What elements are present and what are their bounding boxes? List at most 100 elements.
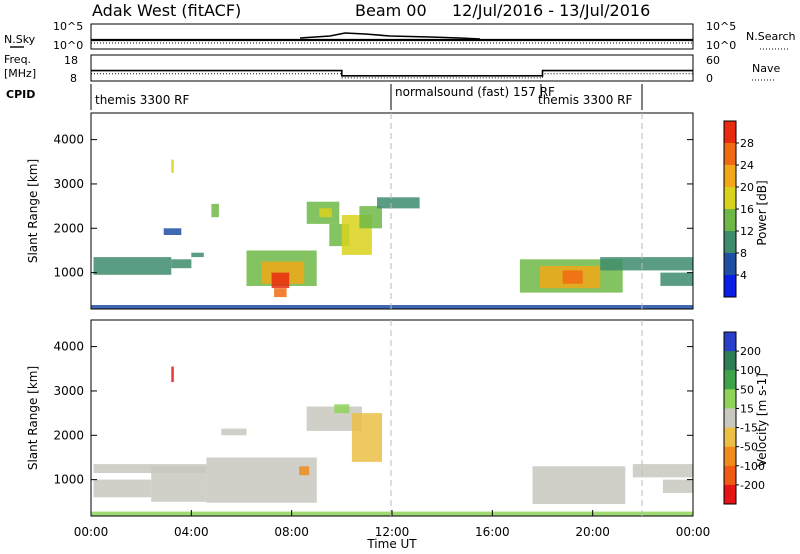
velocity-scatter-patch-11	[662, 479, 693, 493]
time-xtick-label-5: 20:00	[575, 525, 610, 539]
velocity-colorbar-swatch-6	[724, 446, 736, 467]
power-scatter-patch-6	[274, 288, 287, 298]
velocity-colorbar-label: Velocity [m s-1]	[755, 373, 769, 467]
velocity-colorbar: 200 100 50 15 -15 -50 -100 -200	[723, 331, 765, 505]
power-colorbar-tick-label-0: 4	[740, 269, 747, 282]
velocity-colorbar-swatch-2	[724, 370, 736, 390]
power-scatter-patch-12	[377, 197, 420, 209]
time-xtick-label-6: 00:00	[676, 525, 711, 539]
power-scatter-patch-8	[319, 208, 332, 218]
date-range-title: 12/Jul/2016 - 13/Jul/2016	[452, 1, 650, 20]
velocity-colorbar-tick-label-6: -100	[740, 460, 765, 473]
power-frame	[90, 112, 694, 310]
velocity-scatter-patch-10	[632, 464, 693, 478]
power-scatter-patch-5	[271, 272, 290, 289]
velocity-colorbar-swatch-7	[724, 465, 736, 486]
noise-left-tick-low: 10^0	[53, 39, 83, 52]
velocity-colorbar-swatch-4	[724, 408, 736, 428]
power-scatter-patch-19	[211, 203, 219, 218]
frequency-label: Freq.	[4, 53, 31, 66]
power-colorbar-swatch-5	[724, 231, 736, 254]
cpid-segment-1: themis 3300 RF	[95, 93, 189, 107]
velocity-scatter-patch-2	[151, 466, 207, 502]
velocity-marks	[91, 366, 693, 516]
velocity-colorbar-swatch-8	[724, 484, 736, 505]
power-colorbar-swatch-2	[724, 165, 736, 188]
velocity-scatter-patch-3	[206, 457, 317, 503]
power-colorbar-tick-label-5: 24	[740, 159, 754, 172]
cpid-segment-2: normalsound (fast) 157 RF	[395, 85, 555, 99]
frequency-tick-low: 8	[70, 72, 77, 85]
power-colorbar-swatch-4	[724, 209, 736, 232]
velocity-ylabel: Slant Range [km]	[26, 366, 40, 470]
time-xlabel: Time UT	[366, 537, 417, 551]
velocity-ytick-label-4000: 4000	[53, 340, 84, 354]
noise-right-tick-low: 10^0	[706, 39, 736, 52]
velocity-colorbar-tick-label-0: 200	[740, 345, 761, 358]
power-scatter-patch-17	[660, 272, 693, 286]
time-xtick-label-4: 16:00	[475, 525, 510, 539]
frequency-unit: [MHz]	[4, 67, 36, 80]
velocity-colorbar-tick-label-2: 50	[740, 383, 754, 396]
power-ylabel: Slant Range [km]	[26, 159, 40, 263]
power-colorbar-swatch-7	[724, 275, 736, 298]
time-xtick-label-2: 08:00	[274, 525, 309, 539]
velocity-ytick-label-1000: 1000	[53, 473, 84, 487]
velocity-scatter-patch-1	[93, 479, 152, 498]
power-ytick-label-2000: 2000	[53, 221, 84, 235]
velocity-scatter-patch-6	[351, 413, 382, 462]
power-scatter-patch-2	[191, 252, 204, 258]
power-colorbar-swatch-0	[724, 121, 736, 144]
power-scatter-patch-15	[562, 270, 583, 284]
noise-right-tick-high: 10^5	[706, 20, 736, 33]
velocity-colorbar-swatch-3	[724, 389, 736, 409]
power-scatter-patch-1	[171, 259, 192, 269]
svg-text:N.Sky: N.Sky	[4, 33, 36, 46]
power-colorbar-tick-label-6: 28	[740, 137, 754, 150]
cpid-panel: CPID themis 3300 RF normalsound (fast) 1…	[6, 84, 643, 110]
velocity-colorbar-swatch-0	[724, 332, 736, 352]
cpid-segment-3: themis 3300 RF	[538, 93, 632, 107]
velocity-colorbar-tick-label-7: -200	[740, 479, 765, 492]
power-colorbar-swatch-3	[724, 187, 736, 210]
velocity-colorbar-tick-label-3: 15	[740, 402, 754, 415]
velocity-scatter-patch-9	[532, 466, 626, 504]
power-scatter-patch-18	[171, 159, 174, 173]
svg-text:N.Search: N.Search	[746, 30, 796, 43]
velocity-scatter-patch-8	[299, 466, 310, 476]
power-scatter-patch-0	[93, 257, 172, 275]
velocity-scatter-patch-12	[171, 366, 174, 383]
nave-tick-high: 60	[706, 54, 720, 67]
noise-search-label: N.Search	[746, 30, 796, 50]
velocity-colorbar-tick-label-1: 100	[740, 364, 761, 377]
power-colorbar-swatch-6	[724, 253, 736, 276]
velocity-ytick-label-3000: 3000	[53, 384, 84, 398]
frequency-panel: Freq. [MHz] 18 8 60 0 Nave	[4, 53, 780, 85]
station-title: Adak West (fitACF)	[92, 1, 241, 20]
noise-left-tick-high: 10^5	[53, 20, 83, 33]
power-scatter-patch-21	[91, 305, 693, 309]
time-xtick-label-0: 00:00	[74, 525, 109, 539]
velocity-colorbar-swatch-1	[724, 351, 736, 371]
nave-label: Nave	[752, 62, 780, 81]
velocity-scatter-patch-0	[93, 464, 207, 473]
time-xtick-label-1: 04:00	[174, 525, 209, 539]
velocity-colorbar-tick-label-5: -50	[740, 441, 758, 454]
beam-title: Beam 00	[355, 1, 427, 20]
noise-panel: N.Sky 10^5 10^0 10^5 10^0 N.Search	[4, 20, 796, 52]
power-scatter-patch-16	[600, 257, 693, 271]
velocity-scatter-patch-4	[221, 428, 247, 436]
velocity-colorbar-swatch-5	[724, 427, 736, 448]
power-colorbar: 4 8 12 16 20 24 28	[723, 120, 754, 298]
nave-tick-low: 0	[706, 72, 713, 85]
cpid-label: CPID	[6, 88, 35, 101]
power-scatter-patch-11	[359, 206, 382, 229]
frequency-series-line	[91, 69, 693, 77]
power-colorbar-tick-label-3: 16	[740, 203, 754, 216]
power-colorbar-tick-label-1: 8	[740, 247, 747, 260]
power-ytick-label-4000: 4000	[53, 133, 84, 147]
power-colorbar-tick-label-4: 20	[740, 181, 754, 194]
power-colorbar-tick-label-2: 12	[740, 225, 754, 238]
power-ytick-label-1000: 1000	[53, 266, 84, 280]
